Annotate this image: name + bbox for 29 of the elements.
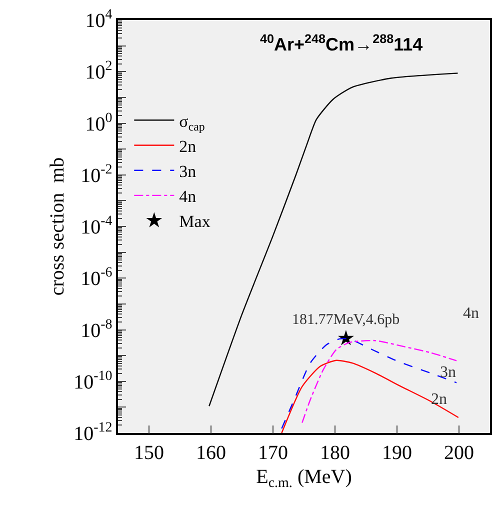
y-tick-label: 10$^{2}$: [85, 59, 112, 84]
legend-label: 4n: [179, 187, 197, 206]
line-series: [281, 360, 459, 433]
legend-label: σ$_{cap}$: [179, 112, 205, 134]
x-tick-label: 190: [382, 442, 412, 464]
y-axis-title: cross section mb: [46, 157, 69, 296]
y-tick-label: 10$^{-2}$: [80, 162, 112, 187]
y-tick-label: 10$^{-12}$: [74, 420, 112, 445]
x-tick-label: 200: [444, 442, 474, 464]
legend-label: 2n: [179, 136, 197, 156]
x-tick-label: 160: [196, 442, 226, 464]
x-tick-label: 150: [134, 442, 164, 464]
x-axis-title: E$_{c.m.}$ (MeV): [256, 466, 352, 491]
y-tick-label: 10$^{-4}$: [80, 214, 112, 238]
annotation: 2n: [431, 391, 447, 408]
y-tick-label: 10$^{4}$: [85, 8, 112, 32]
annotation: 4n: [463, 305, 479, 322]
line-series: [208, 72, 458, 407]
y-tick-label: 10$^{-8}$: [80, 317, 112, 342]
y-tick-label: 10$^{0}$: [85, 110, 112, 136]
y-tick-label: 10$^{-10}$: [74, 368, 112, 394]
annotation: 181.77MeV,4.6pb: [292, 312, 400, 328]
text: $^{40}$Ar+$^{248}$Cm→$^{288}$114: [260, 32, 423, 55]
y-tick-label: 10$^{-6}$: [80, 266, 112, 290]
x-tick-label: 180: [320, 442, 350, 464]
legend-label: Max: [179, 212, 211, 232]
x-tick-label: 170: [258, 442, 288, 464]
annotation: 3n: [440, 364, 456, 381]
legend-label: 3n: [179, 162, 197, 181]
